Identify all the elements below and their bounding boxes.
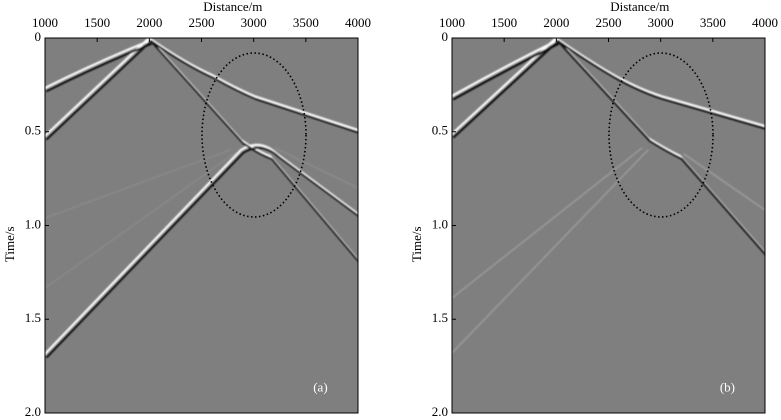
x-tick-label: 1500 [84,15,110,30]
y-tick-label: 0 [442,29,449,44]
seismic-events [45,38,358,358]
y-tick-label: 0 [35,29,42,44]
y-tick-label: 2.0 [432,404,448,419]
x-tick-label: 4000 [345,15,371,30]
plot-frame [451,37,766,414]
y-axis-label: Time/s [409,226,424,262]
y-tick-label: 0.5 [25,123,41,138]
y-tick-label: 0.5 [432,123,448,138]
y-tick-label: 1.5 [432,310,448,325]
y-tick-label: 1.0 [25,216,41,231]
plot-background [45,38,358,413]
plot-frame [44,37,359,414]
y-tick-label: 1.5 [25,310,41,325]
x-axis-label: Distance/m [203,0,262,14]
panel-label: (a) [313,380,327,395]
y-tick-label: 2.0 [25,404,41,419]
panel-label: (b) [720,380,735,395]
x-tick-label: 1500 [491,15,517,30]
y-axis-label: Time/s [2,226,17,262]
plot-background [452,38,765,413]
highlight-ellipse [608,52,714,218]
x-tick-label: 2000 [543,15,569,30]
x-tick-label: 2500 [596,15,622,30]
x-tick-label: 2000 [136,15,162,30]
y-tick-label: 1.0 [432,216,448,231]
x-tick-label: 3500 [293,15,319,30]
x-tick-label: 3500 [700,15,726,30]
seismic-events [452,38,765,354]
x-tick-label: 2500 [189,15,215,30]
panel-b [452,38,765,413]
x-axis-label: Distance/m [610,0,669,14]
x-tick-label: 1000 [32,15,58,30]
x-tick-label: 4000 [752,15,778,30]
x-tick-label: 1000 [439,15,465,30]
highlight-ellipse [201,52,307,218]
panel-a [45,38,358,413]
x-tick-label: 3000 [648,15,674,30]
x-tick-label: 3000 [241,15,267,30]
